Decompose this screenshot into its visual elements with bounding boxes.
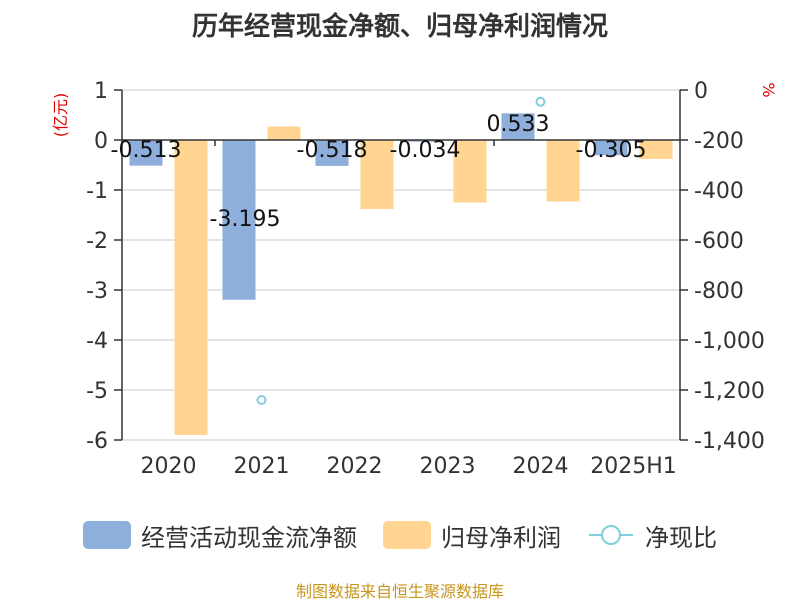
scatter-point-ratio — [256, 395, 267, 405]
right-tick-label: -1,200 — [694, 379, 765, 404]
scatter-layer — [256, 96, 546, 405]
right-tick-label: -600 — [694, 229, 744, 254]
left-tick-label: -1 — [86, 179, 108, 204]
legend-item-profit[interactable]: 归母净利润 — [383, 518, 561, 553]
legend-item-cashflow[interactable]: 经营活动现金流净额 — [83, 518, 357, 553]
bar-layer — [129, 113, 673, 435]
legend-swatch-profit — [383, 521, 431, 549]
category-label: 2023 — [420, 454, 476, 479]
bar-profit — [639, 140, 673, 159]
legend-label-profit: 归母净利润 — [441, 523, 561, 552]
bar-profit — [267, 126, 301, 140]
category-label: 2025H1 — [590, 454, 677, 479]
data-label: -0.305 — [576, 138, 647, 163]
bar-cashflow — [594, 140, 628, 156]
left-tick-label: 1 — [94, 79, 108, 104]
right-tick-label: -1,000 — [694, 329, 765, 354]
right-tick-label: -400 — [694, 179, 744, 204]
bar-cashflow — [315, 140, 349, 166]
category-label: 2024 — [513, 454, 569, 479]
bar-profit — [546, 140, 580, 202]
legend: 经营活动现金流净额 归母净利润 净现比 — [0, 518, 800, 552]
category-label: 2021 — [234, 454, 290, 479]
legend-label-ratio: 净现比 — [645, 523, 717, 552]
bar-cashflow — [501, 113, 535, 140]
scatter-point-ratio — [535, 96, 546, 107]
left-axis-unit: (亿元) — [51, 93, 70, 138]
data-label: -0.518 — [297, 138, 368, 163]
data-label: 0.533 — [487, 112, 550, 137]
left-tick-label: -5 — [86, 379, 108, 404]
right-tick-label: 0 — [694, 79, 708, 104]
right-tick-label: -200 — [694, 129, 744, 154]
bar-profit — [174, 140, 208, 435]
right-tick-label: -800 — [694, 279, 744, 304]
legend-swatch-cashflow — [83, 521, 131, 549]
bar-cashflow — [222, 140, 256, 300]
data-label: -3.195 — [210, 207, 281, 232]
label-layer: 1 0 -1 -2 -3 -4 -5 -6 0 -200 -400 -600 -800 -1,000 -1,… — [86, 79, 765, 479]
data-label: -0.513 — [111, 138, 182, 163]
right-axis-unit: % — [759, 82, 778, 97]
left-tick-label: 0 — [94, 129, 108, 154]
bar-cashflow — [129, 140, 163, 166]
axes-layer — [121, 90, 681, 440]
data-label: -0.034 — [390, 138, 461, 163]
legend-label-cashflow: 经营活动现金流净额 — [141, 523, 357, 552]
bar-profit — [360, 140, 394, 209]
chart-title: 历年经营现金净额、归母净利润情况 — [191, 12, 608, 42]
category-label: 2022 — [327, 454, 383, 479]
left-tick-label: -6 — [86, 429, 108, 454]
left-tick-label: -2 — [86, 229, 108, 254]
bar-profit — [453, 140, 487, 203]
legend-swatch-ratio — [589, 525, 633, 545]
right-tick-label: -1,400 — [694, 429, 765, 454]
left-tick-label: -3 — [86, 279, 108, 304]
source-note: 制图数据来自恒生聚源数据库 — [295, 582, 504, 601]
legend-item-ratio[interactable]: 净现比 — [587, 518, 717, 553]
left-tick-label: -4 — [86, 329, 108, 354]
bar-cashflow — [408, 140, 442, 142]
category-label: 2020 — [141, 454, 197, 479]
